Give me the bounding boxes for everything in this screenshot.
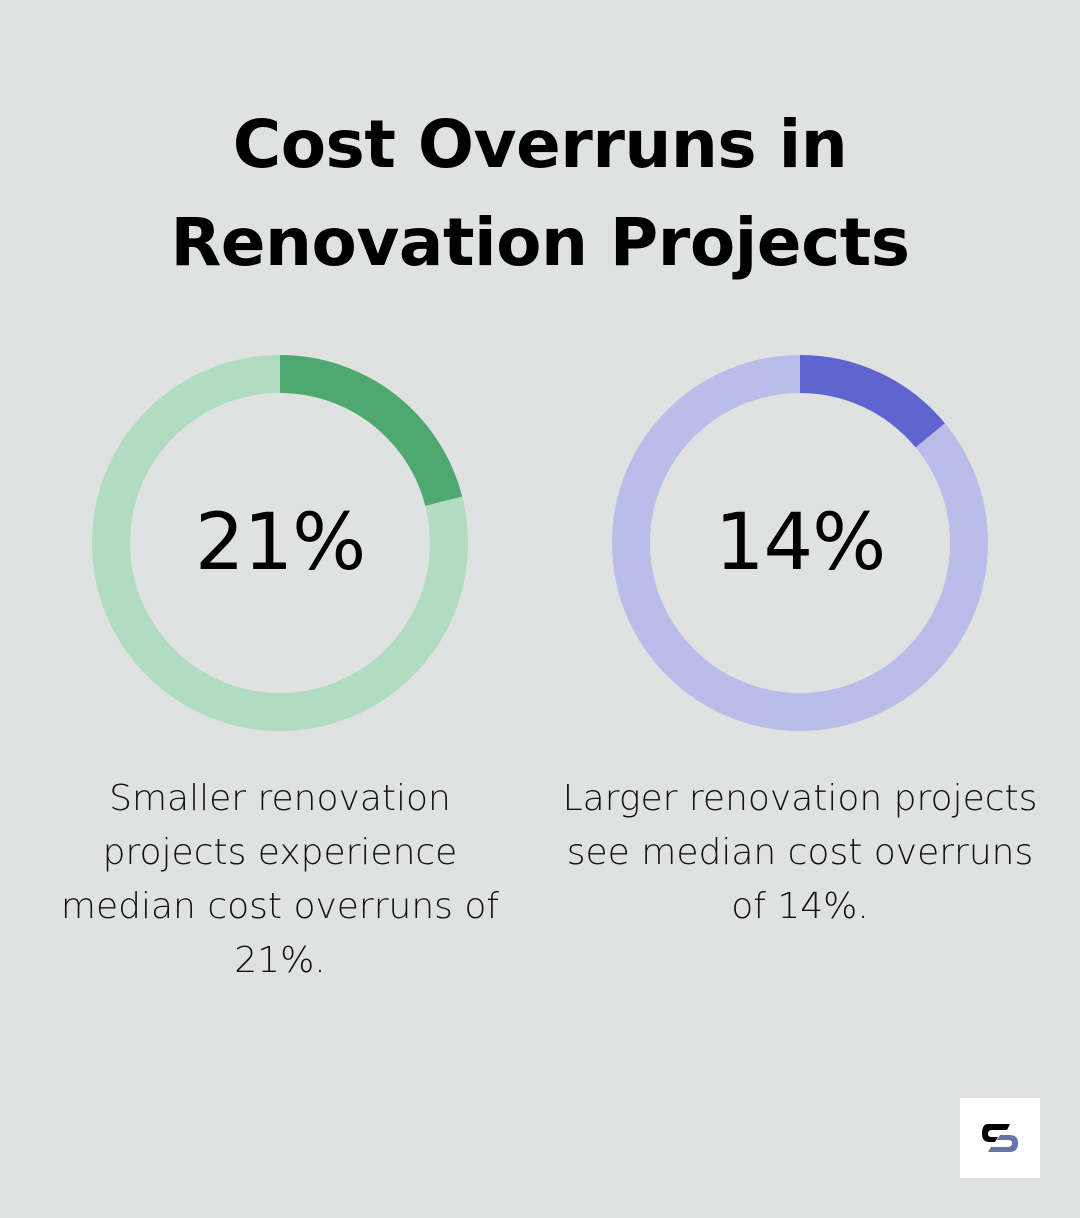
donut-filled-segment <box>612 355 988 731</box>
s-brand-logo-icon <box>982 1124 1018 1152</box>
donut-ring-larger <box>612 355 988 731</box>
donut-value-label: 14% <box>714 498 886 588</box>
donut-chart-larger-projects: 14% <box>612 355 988 731</box>
title-line-2: Renovation Projects <box>170 204 910 281</box>
brand-logo <box>960 1098 1040 1178</box>
donut-ring-smaller <box>92 355 468 731</box>
caption-line: Smaller renovation <box>109 778 451 819</box>
donut-chart-smaller-projects: 21% <box>92 355 468 731</box>
caption-line: see median cost overruns <box>566 832 1034 873</box>
page-title: Cost Overruns in Renovation Projects <box>0 96 1080 292</box>
title-line-1: Cost Overruns in <box>232 106 848 183</box>
caption-larger-projects: Larger renovation projects see median co… <box>550 772 1050 934</box>
caption-line: median cost overruns of <box>60 886 500 927</box>
caption-line: Larger renovation projects <box>562 778 1038 819</box>
caption-line: of 14%. <box>731 886 869 927</box>
donut-value-label: 21% <box>194 498 366 588</box>
caption-line: projects experience <box>102 832 458 873</box>
donut-filled-segment <box>92 355 468 731</box>
caption-line: 21%. <box>234 940 326 981</box>
caption-smaller-projects: Smaller renovation projects experience m… <box>30 772 530 988</box>
